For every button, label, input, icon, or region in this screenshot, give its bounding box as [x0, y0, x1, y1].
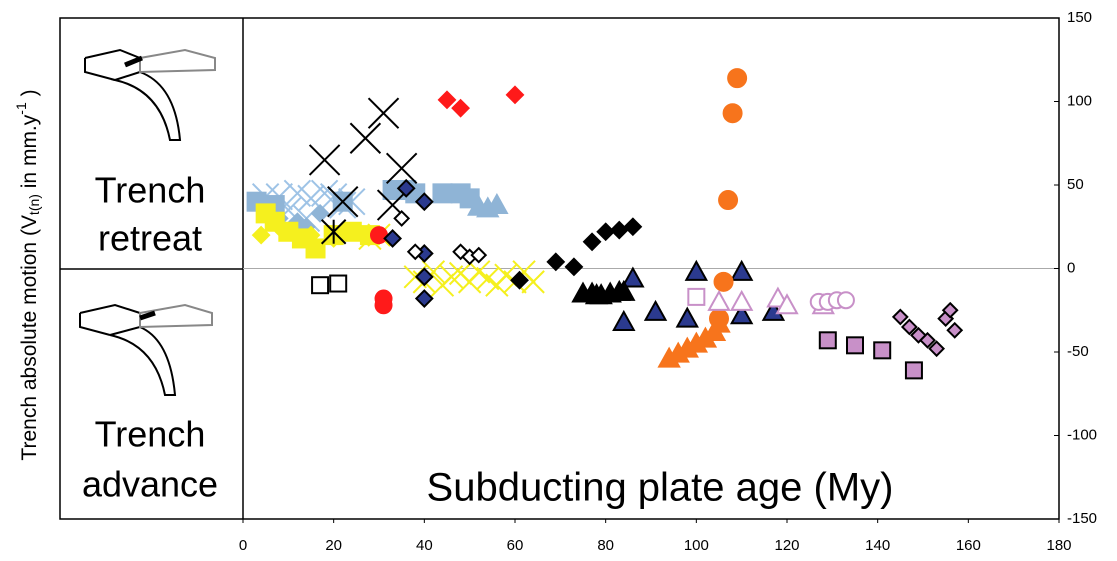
point [370, 226, 388, 245]
y-tick-label: 50 [1067, 176, 1084, 193]
point [707, 311, 731, 333]
point [414, 267, 434, 287]
point [349, 122, 382, 154]
point [308, 144, 341, 176]
point [729, 303, 754, 325]
y-tick-label: 150 [1067, 9, 1092, 26]
point [687, 287, 706, 306]
point [675, 306, 699, 328]
point [564, 257, 584, 277]
y-label-part: in mm.y [18, 114, 41, 194]
point [393, 209, 411, 227]
point [707, 289, 731, 311]
point [385, 152, 418, 185]
point [621, 266, 645, 288]
point [623, 217, 643, 237]
point [451, 98, 471, 118]
y-tick-label: -100 [1067, 426, 1097, 443]
y-label-sub: t(n) [26, 194, 42, 215]
x-tick-label: 100 [684, 537, 709, 554]
panel-label: Trench [95, 414, 206, 455]
point [521, 270, 545, 294]
panel-label: advance [82, 464, 218, 505]
y-tick-label: 100 [1067, 92, 1092, 109]
point [818, 331, 837, 350]
point [406, 243, 424, 261]
y-tick-label: -150 [1067, 510, 1097, 527]
point [891, 308, 909, 326]
point [582, 232, 602, 252]
point [846, 336, 864, 355]
point [612, 279, 636, 301]
panel-label: Trench [95, 170, 206, 211]
advance-icon [79, 303, 213, 396]
point [873, 341, 892, 360]
x-tick-label: 180 [1046, 537, 1071, 554]
point [722, 103, 743, 124]
point [301, 225, 321, 245]
retreat-icon [84, 48, 216, 141]
point [919, 331, 936, 349]
x-tick-label: 40 [416, 537, 433, 554]
point [546, 252, 566, 272]
y-label-part: ) [18, 89, 41, 102]
point [470, 246, 488, 264]
point [684, 259, 709, 281]
point [414, 192, 434, 212]
y-axis-label: Trench absolute motion (Vt(n) in mm.y-1 … [13, 89, 42, 460]
point [329, 274, 348, 293]
point [396, 178, 416, 198]
x-tick-label: 120 [774, 537, 799, 554]
point [596, 222, 616, 242]
point [904, 361, 923, 380]
point [941, 301, 959, 319]
point [946, 321, 964, 339]
y-tick-label: -50 [1067, 343, 1089, 360]
point [432, 183, 453, 204]
point [274, 222, 294, 242]
x-tick-label: 140 [865, 537, 890, 554]
y-label-part: Trench absolute motion (V [18, 215, 41, 461]
point [485, 192, 509, 215]
point [727, 68, 748, 89]
point [251, 225, 271, 245]
x-tick-label: 60 [507, 537, 524, 554]
point [383, 229, 403, 248]
point [327, 185, 359, 218]
panel-label: retreat [98, 218, 202, 259]
point [414, 289, 434, 308]
y-label-sup: -1 [13, 102, 29, 115]
x-axis-label: Subducting plate age (My) [427, 466, 894, 510]
point [900, 318, 918, 336]
point [775, 293, 799, 315]
point [729, 289, 754, 311]
point [374, 296, 393, 315]
point [836, 291, 855, 310]
point [437, 90, 457, 110]
x-tick-label: 20 [325, 537, 342, 554]
point [928, 340, 946, 358]
point [729, 259, 754, 281]
y-tick-label: 0 [1067, 259, 1075, 276]
point [718, 190, 739, 211]
point [439, 265, 464, 289]
point [367, 97, 400, 129]
x-tick-label: 80 [597, 537, 614, 554]
point [341, 221, 362, 242]
point [311, 276, 330, 295]
point [643, 299, 668, 321]
x-tick-label: 160 [956, 537, 981, 554]
point [713, 271, 734, 292]
point [310, 203, 330, 223]
point [609, 220, 629, 240]
point [510, 270, 529, 290]
point [505, 85, 525, 105]
point [612, 309, 636, 331]
x-tick-label: 0 [239, 537, 247, 554]
point [320, 219, 347, 245]
